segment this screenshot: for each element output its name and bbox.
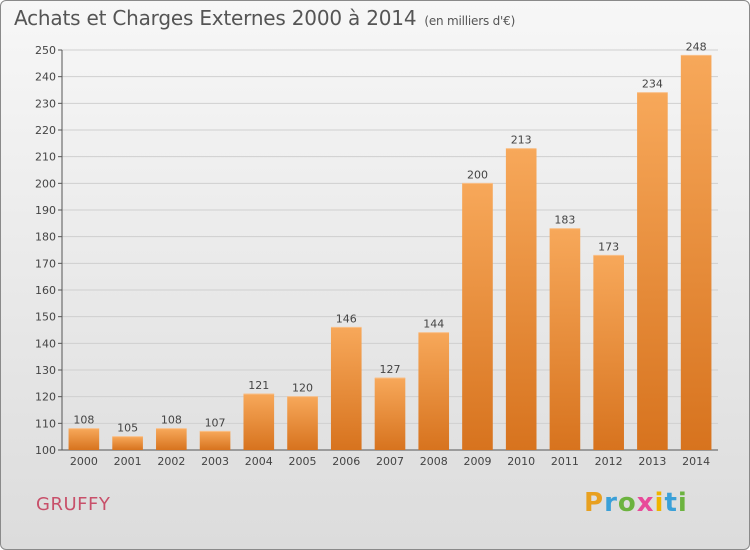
data-label: 120 [292,382,313,395]
bar [243,394,275,450]
commune-name: GRUFFY [36,494,111,515]
logo-letter: r [604,488,618,518]
bar [68,428,100,450]
data-label: 146 [336,312,357,325]
x-tick-label: 2003 [201,455,229,468]
x-tick-label: 2004 [245,455,273,468]
data-label: 108 [161,414,182,427]
y-tick-label: 200 [35,177,56,190]
data-label: 183 [554,214,575,227]
bar [418,332,450,450]
bar [549,228,581,450]
x-tick-label: 2001 [114,455,142,468]
y-tick-label: 130 [35,364,56,377]
y-tick-label: 230 [35,97,56,110]
data-label: 121 [248,379,269,392]
bar [287,396,318,450]
y-tick-label: 140 [35,337,56,350]
logo-letter: P [584,488,605,518]
x-tick-label: 2012 [595,455,623,468]
y-tick-label: 170 [35,257,56,270]
data-label: 248 [686,40,707,53]
data-label: 108 [73,414,94,427]
labels: 100 110 120 130 140 150 160 170 180 190 200 210 220 2… [35,40,710,468]
logo-letter: o [617,488,637,518]
bar [112,436,143,450]
bar [374,378,406,450]
y-tick-label: 190 [35,204,56,217]
bar [637,92,668,451]
x-tick-label: 2000 [70,455,98,468]
data-label: 144 [423,318,444,331]
bar [593,255,624,450]
logo-letter: i [677,488,688,518]
y-tick-label: 240 [35,71,56,84]
y-tick-label: 210 [35,151,56,164]
y-tick-label: 150 [35,311,56,324]
x-tick-label: 2011 [551,455,579,468]
units-label: (en milliers d'€) [424,14,516,28]
x-tick-label: 2006 [332,455,360,468]
bar [330,327,362,450]
bar [505,148,537,450]
proxiti-logo: Proxiti [584,488,688,518]
bars [68,54,712,451]
x-tick-label: 2007 [376,455,404,468]
y-tick-label: 250 [35,44,56,57]
bar [462,183,493,451]
bar [156,428,187,450]
x-tick-label: 2005 [289,455,317,468]
y-tick-label: 120 [35,391,56,404]
bar [680,55,712,450]
y-tick-label: 100 [35,444,56,457]
data-label: 234 [642,78,663,91]
logo-letter: x [636,488,655,518]
data-label: 213 [511,134,532,147]
x-tick-label: 2009 [463,455,491,468]
title-text: Achats et Charges Externes 2000 à 2014 [14,6,417,30]
data-label: 200 [467,168,488,181]
data-label: 105 [117,422,138,435]
x-tick-label: 2013 [638,455,666,468]
y-tick-label: 220 [35,124,56,137]
logo-letter: t [664,488,678,518]
bar [199,431,231,450]
chart-title: Achats et Charges Externes 2000 à 2014 (e… [14,6,515,30]
y-tick-label: 160 [35,284,56,297]
x-tick-label: 2002 [157,455,185,468]
y-tick-label: 180 [35,231,56,244]
logo-letter: i [654,488,665,518]
data-label: 127 [380,363,401,376]
data-label: 173 [598,240,619,253]
data-label: 107 [205,416,226,429]
y-tick-label: 110 [35,417,56,430]
x-tick-label: 2008 [420,455,448,468]
x-tick-label: 2014 [682,455,710,468]
x-tick-label: 2010 [507,455,535,468]
